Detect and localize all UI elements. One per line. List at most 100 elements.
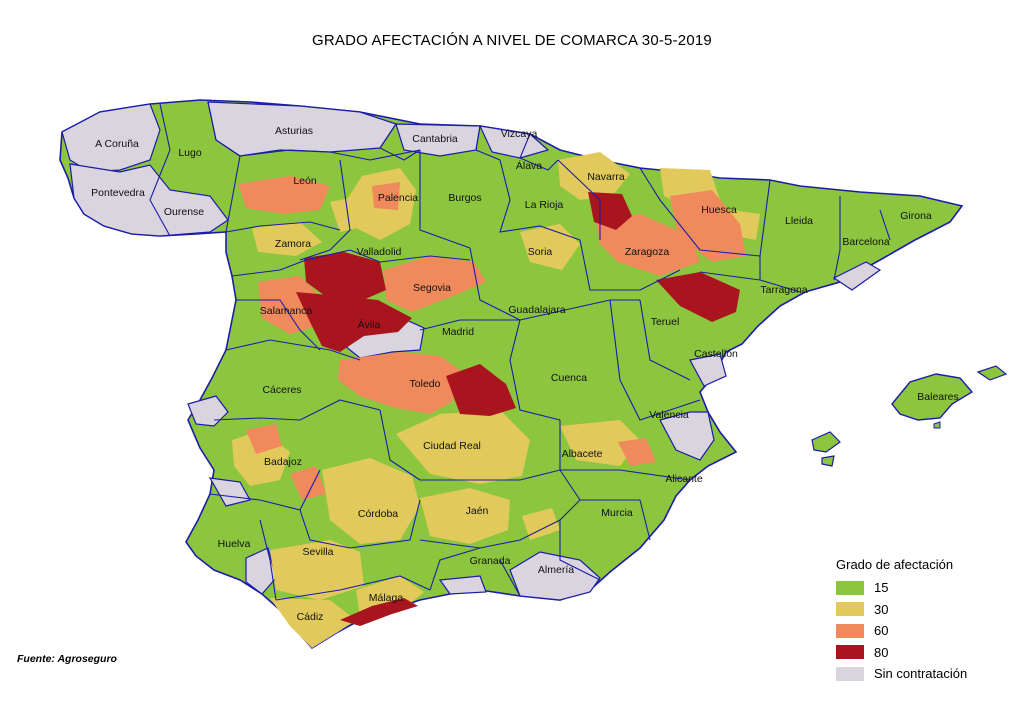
legend-item: 80 — [836, 642, 967, 664]
label-leon: León — [293, 175, 317, 187]
label-burgos: Burgos — [448, 192, 481, 204]
label-teruel: Teruel — [651, 316, 680, 328]
baleares-menorca — [976, 365, 1008, 381]
zone-extremadura-west — [187, 395, 229, 427]
label-cuenca: Cuenca — [551, 372, 587, 384]
zone-almeria — [509, 551, 601, 601]
label-castellon: Castellón — [694, 348, 738, 360]
baleares-mallorca — [891, 373, 974, 421]
label-segovia: Segovia — [413, 282, 451, 294]
legend-swatch-60 — [836, 623, 864, 638]
zone-badajoz-south — [208, 477, 251, 507]
spain-mainland — [59, 99, 964, 650]
zone-leon — [238, 176, 330, 214]
label-navarra: Navarra — [587, 171, 625, 183]
province-borders — [149, 101, 891, 601]
label-zamora: Zamora — [275, 238, 311, 250]
label-toledo: Toledo — [410, 378, 441, 390]
label-la-rioja: La Rioja — [525, 199, 564, 211]
label-caceres: Cáceres — [262, 384, 301, 396]
zone-cordoba — [322, 458, 420, 544]
label-girona: Girona — [900, 210, 932, 222]
zone-levante — [659, 411, 715, 461]
label-huesca: Huesca — [701, 204, 737, 216]
label-madrid: Madrid — [442, 326, 474, 338]
label-valladolid: Valladolid — [357, 246, 402, 258]
label-salamanca: Salamanca — [260, 305, 313, 317]
label-badajoz: Badajoz — [264, 456, 302, 468]
legend-item: 30 — [836, 599, 967, 621]
zone-granada-south — [438, 575, 487, 595]
zone-soria — [520, 224, 580, 270]
level-60-zones — [238, 176, 746, 500]
zone-avila — [296, 292, 412, 352]
zone-coruna — [61, 103, 161, 173]
zone-albacete-e — [618, 438, 656, 466]
baleares-cabrera — [933, 421, 941, 429]
label-cadiz: Cádiz — [297, 611, 324, 623]
zone-palencia-w — [372, 182, 400, 210]
legend-label: 60 — [874, 623, 889, 639]
zone-segovia — [384, 256, 486, 312]
zone-jaen-e — [522, 508, 560, 540]
legend-swatch-80 — [836, 645, 864, 660]
label-sevilla: Sevilla — [303, 546, 334, 558]
zone-cadiz — [270, 598, 356, 648]
label-ciudad-real: Ciudad Real — [423, 440, 481, 452]
zone-badajoz-n — [246, 424, 282, 454]
label-palencia: Palencia — [378, 192, 418, 204]
label-malaga: Málaga — [369, 592, 404, 604]
zone-galicia-south — [69, 163, 229, 237]
zone-zamora — [252, 222, 322, 256]
zone-navarra-south — [588, 192, 632, 230]
label-avila: Ávila — [358, 318, 381, 331]
legend-swatch-30 — [836, 602, 864, 617]
label-baleares: Baleares — [917, 391, 958, 403]
zone-teruel-ne — [656, 272, 740, 322]
map-title: GRADO AFECTACIÓN A NIVEL DE COMARCA 30-5… — [312, 32, 712, 49]
zone-castellon — [689, 353, 727, 387]
label-vizcaya: Vizcaya — [501, 128, 538, 140]
legend-swatch-15 — [836, 580, 864, 595]
zone-ciudad-real — [396, 410, 530, 484]
legend-item: 15 — [836, 577, 967, 599]
label-albacete: Albacete — [562, 448, 603, 460]
label-tarragona: Tarragona — [760, 284, 807, 296]
zone-toledo-e — [446, 364, 516, 416]
legend-label: 15 — [874, 580, 889, 596]
label-lleida: Lleida — [785, 215, 813, 227]
zone-salamanca — [258, 276, 322, 334]
zone-albacete — [560, 420, 640, 466]
source-note: Fuente: Agroseguro — [17, 653, 117, 665]
label-alicante: Alicante — [665, 473, 703, 485]
label-alava: Álava — [516, 159, 542, 172]
label-huelva: Huelva — [218, 538, 251, 550]
legend-swatch-sin-contratacion — [836, 666, 864, 681]
zone-vizcaya — [478, 125, 550, 159]
zone-malaga-coast — [340, 598, 418, 626]
legend: Grado de afectación 15 30 60 80 Sin cont… — [836, 557, 967, 685]
label-valencia: Valencia — [649, 409, 689, 421]
label-asturias: Asturias — [275, 125, 313, 137]
label-murcia: Murcia — [601, 507, 633, 519]
label-guadalajara: Guadalajara — [508, 304, 565, 316]
label-ourense: Ourense — [164, 206, 204, 218]
zone-catalonia-coast — [832, 261, 882, 291]
level-80-zones — [296, 192, 740, 626]
zone-navarra — [558, 152, 630, 200]
label-granada: Granada — [470, 555, 511, 567]
zone-jaen — [420, 488, 510, 544]
label-zaragoza: Zaragoza — [625, 246, 670, 258]
label-jaen: Jaén — [466, 505, 489, 517]
zone-sevilla — [270, 540, 364, 600]
province-labels: A Coruña Lugo Asturias Cantabria Vizcaya… — [91, 125, 959, 623]
zone-toledo — [338, 352, 460, 414]
label-a-coruna: A Coruña — [95, 138, 139, 150]
zone-cantabria — [395, 123, 481, 157]
label-pontevedra: Pontevedra — [91, 187, 145, 199]
label-cantabria: Cantabria — [412, 133, 458, 145]
label-lugo: Lugo — [178, 147, 202, 159]
label-soria: Soria — [528, 246, 553, 258]
zone-huelva-south — [245, 547, 277, 595]
